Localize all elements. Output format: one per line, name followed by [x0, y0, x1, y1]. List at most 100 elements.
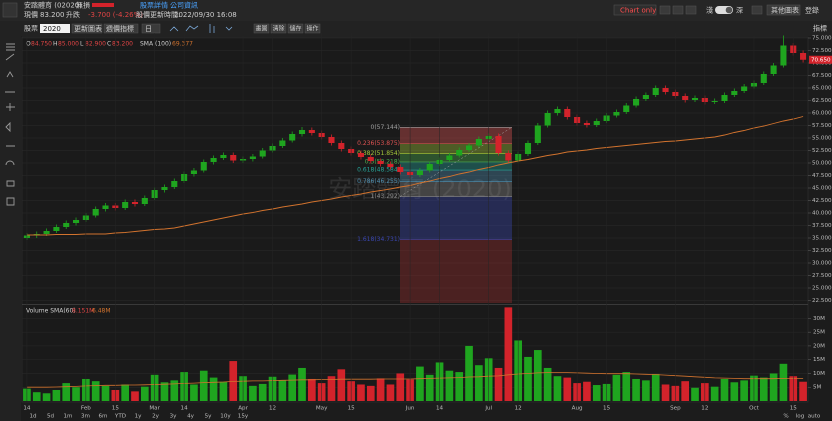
volume-bar: [219, 381, 228, 401]
range-button[interactable]: 1d: [29, 414, 37, 420]
x-tick-label: 15: [603, 406, 611, 412]
candle-body: [357, 153, 365, 157]
volume-bar: [308, 378, 316, 401]
x-tick-label: 14: [23, 406, 31, 412]
volume-bar: [42, 393, 51, 401]
range-button[interactable]: YTD: [114, 414, 126, 420]
toolbar-icons[interactable]: [169, 24, 233, 33]
range-button[interactable]: 1m: [63, 414, 72, 420]
range-button[interactable]: 2y: [152, 414, 160, 420]
code-input[interactable]: [40, 24, 70, 33]
indicators[interactable]: 指標: [813, 24, 827, 33]
company-link[interactable]: 公司資訊: [170, 1, 198, 10]
other-charts-btn[interactable]: [766, 4, 801, 16]
volume-bar: [475, 365, 483, 401]
range-button[interactable]: 1y: [135, 414, 143, 420]
candle-body: [249, 156, 256, 159]
icon-btn[interactable]: [672, 5, 684, 15]
scale-button[interactable]: auto: [808, 414, 821, 420]
volume-bar: [101, 385, 110, 401]
icon-btn[interactable]: [659, 5, 671, 15]
update-btn[interactable]: [71, 23, 103, 34]
style[interactable]: 週價指標: [106, 24, 134, 33]
volume-bar: [465, 345, 473, 401]
candle-body: [554, 109, 561, 113]
icon-btn[interactable]: [685, 5, 697, 15]
y-tick-label: 75.000: [812, 36, 832, 42]
tool-label[interactable]: 操作: [307, 24, 319, 32]
candle-body: [642, 95, 649, 99]
fib-band: [400, 143, 512, 154]
volume-legend: 6.48M: [92, 308, 111, 315]
tool-label[interactable]: 清除: [273, 24, 285, 32]
range-button[interactable]: 6m: [98, 414, 107, 420]
sidebar-icons[interactable]: [5, 43, 15, 206]
period-btn[interactable]: [141, 23, 161, 34]
volume-bar: [563, 377, 572, 401]
dark-theme[interactable]: 深: [736, 7, 743, 15]
tool-btn[interactable]: [287, 23, 304, 34]
tool-label[interactable]: 儲存: [290, 24, 302, 32]
x-tick-label: 14: [436, 406, 444, 412]
style-btn[interactable]: [103, 23, 139, 34]
y-tick-label: 52.500: [812, 148, 832, 154]
candle-body: [230, 155, 237, 161]
fib-label: 0(57.144): [371, 124, 401, 131]
candle-body: [141, 198, 148, 204]
other-charts[interactable]: 其他圖表: [771, 6, 799, 15]
range-button[interactable]: 4y: [187, 414, 195, 420]
sma-line: [26, 116, 804, 236]
volume-bar: [288, 374, 297, 401]
y-tick-label: 32.500: [812, 248, 832, 254]
update-chart[interactable]: 更新圖表: [74, 24, 102, 33]
left-sidebar: [0, 36, 21, 421]
scale-button[interactable]: %: [783, 414, 788, 420]
range-button[interactable]: 3y: [170, 414, 178, 420]
volume-legend: 8.151M: [72, 308, 94, 315]
candle-body: [63, 223, 70, 227]
range-button[interactable]: 5d: [47, 414, 55, 420]
tool-btn[interactable]: [253, 23, 270, 34]
candle-body: [279, 140, 286, 146]
candle-body: [426, 164, 433, 171]
y-tick-label: 67.500: [812, 73, 832, 79]
range-button[interactable]: 10y: [220, 414, 231, 420]
candle-body: [662, 88, 669, 92]
fib-label: 0.382(51.854): [357, 150, 400, 157]
volume-bar: [494, 367, 503, 401]
candle-body: [131, 202, 139, 204]
volume-bar: [799, 381, 807, 401]
candle-body: [259, 150, 266, 157]
x-tick-label: Apr: [238, 406, 248, 412]
tool-label[interactable]: 畫圖: [256, 24, 268, 32]
candle-body: [92, 209, 99, 216]
candle-body: [446, 155, 453, 160]
candle-body: [721, 95, 728, 101]
volume-bar: [52, 389, 61, 401]
code[interactable]: 2020: [43, 25, 61, 33]
volume-bar: [681, 381, 690, 401]
logo-box[interactable]: [2, 2, 18, 18]
range-button[interactable]: 15y: [238, 414, 249, 420]
login[interactable]: 登錄: [805, 6, 819, 15]
chart-only[interactable]: Chart only: [620, 7, 656, 15]
scale-button[interactable]: log: [796, 414, 805, 420]
code-label: 股票: [24, 25, 38, 33]
stock-link[interactable]: 股票詳情: [140, 1, 168, 10]
range-button[interactable]: 5y: [205, 414, 213, 420]
y-tick-label: 57.500: [812, 123, 832, 129]
candle-body: [780, 45, 787, 66]
volume-bar: [32, 392, 41, 401]
icon-btn[interactable]: [751, 5, 763, 15]
tool-btn[interactable]: [304, 23, 321, 34]
legend-value: 85.000: [58, 41, 79, 48]
period[interactable]: 日: [145, 25, 152, 33]
chart-only-btn[interactable]: [613, 4, 657, 16]
volume-bar: [209, 377, 218, 401]
range-button[interactable]: 3m: [81, 414, 90, 420]
volume-bar: [357, 384, 365, 401]
volume-bar: [386, 384, 395, 401]
x-tick-label: 15: [112, 406, 120, 412]
light-theme[interactable]: 淺: [706, 6, 713, 15]
tool-btn[interactable]: [270, 23, 287, 34]
